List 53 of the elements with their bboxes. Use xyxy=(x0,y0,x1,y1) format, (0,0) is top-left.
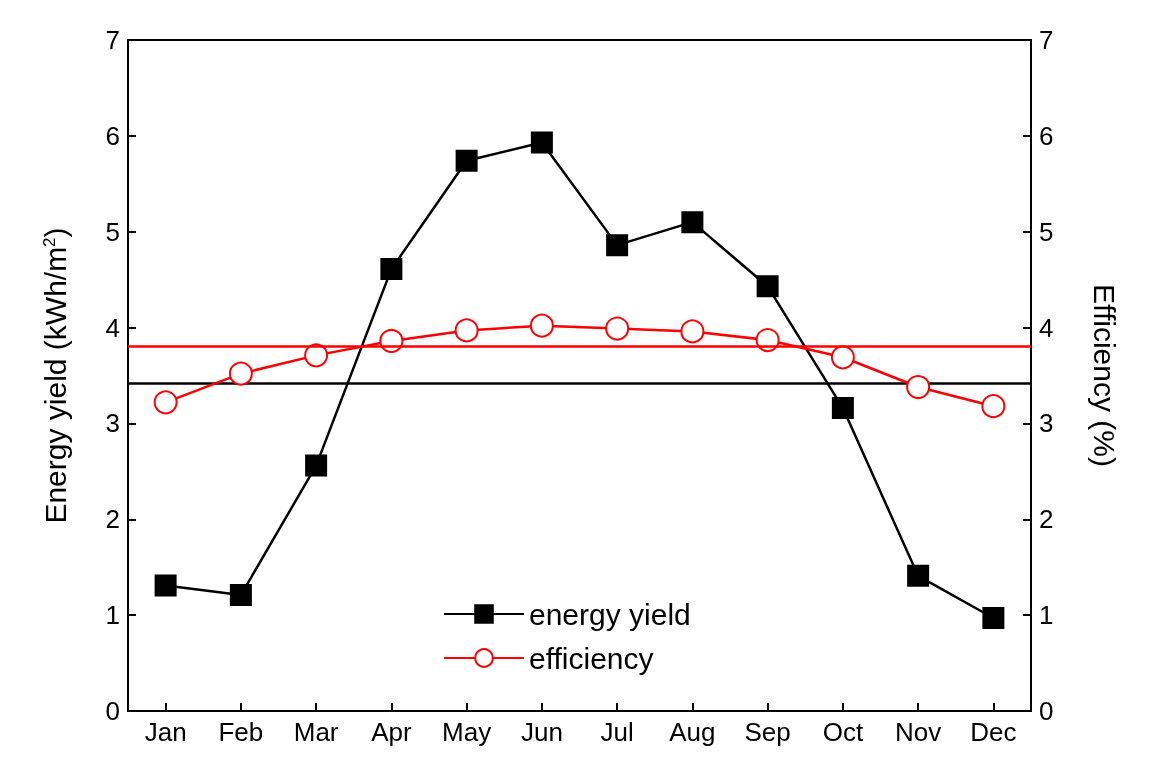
y2-tick-label: 3 xyxy=(1039,408,1054,439)
x-tick-label: Nov xyxy=(895,717,942,747)
point xyxy=(907,564,930,587)
point xyxy=(380,258,403,281)
point xyxy=(605,316,630,341)
y-tick-label: 4 xyxy=(105,312,120,343)
point xyxy=(305,454,328,477)
x-tick-label: Dec xyxy=(970,717,1017,747)
y-axis-title: Energy yield (kWh/m2) xyxy=(38,227,72,524)
point xyxy=(831,397,854,420)
point xyxy=(154,574,177,597)
x-tick-label: Sep xyxy=(744,717,791,747)
legend-label: efficiency xyxy=(529,641,654,675)
legend-label: energy yield xyxy=(529,597,691,631)
point xyxy=(529,313,554,338)
point xyxy=(906,375,931,399)
x-tick-label: Aug xyxy=(669,717,716,747)
y-tick-label: 6 xyxy=(105,120,120,151)
y2-tick-label: 1 xyxy=(1039,600,1054,631)
y2-tick-label: 2 xyxy=(1039,504,1054,535)
x-tick-label: Jan xyxy=(144,717,187,747)
y-tick-label: 1 xyxy=(105,600,120,631)
point xyxy=(228,361,253,386)
x-tick-label: Mar xyxy=(293,717,339,747)
point xyxy=(981,394,1006,419)
x-tick-label: Jun xyxy=(520,717,563,747)
y-tick-label: 5 xyxy=(105,216,120,247)
x-tick-label: May xyxy=(442,717,492,747)
y2-tick-label: 4 xyxy=(1039,312,1054,343)
x-tick-label: Apr xyxy=(371,717,412,747)
point xyxy=(606,234,629,257)
y-tick-label: 0 xyxy=(105,696,120,726)
y2-axis-title: Efficiency (%) xyxy=(1087,284,1121,467)
y2-tick-label: 5 xyxy=(1039,216,1054,247)
x-tick-label: Oct xyxy=(822,717,864,747)
y-tick-label: 2 xyxy=(105,504,120,535)
point xyxy=(229,584,252,607)
point xyxy=(530,131,553,154)
y-tick-label: 3 xyxy=(105,408,120,439)
y2-tick-label: 6 xyxy=(1039,120,1054,151)
y-tick-label: 7 xyxy=(105,25,120,55)
point xyxy=(982,607,1005,630)
x-tick-label: Feb xyxy=(218,717,264,747)
y2-tick-label: 0 xyxy=(1039,696,1054,726)
point xyxy=(756,275,779,298)
point xyxy=(454,318,479,343)
point xyxy=(830,345,855,370)
y2-tick-label: 7 xyxy=(1039,25,1054,55)
x-tick-label: Jul xyxy=(600,717,634,747)
point xyxy=(153,390,178,415)
point xyxy=(455,149,478,172)
point xyxy=(681,211,704,234)
point xyxy=(680,319,705,344)
